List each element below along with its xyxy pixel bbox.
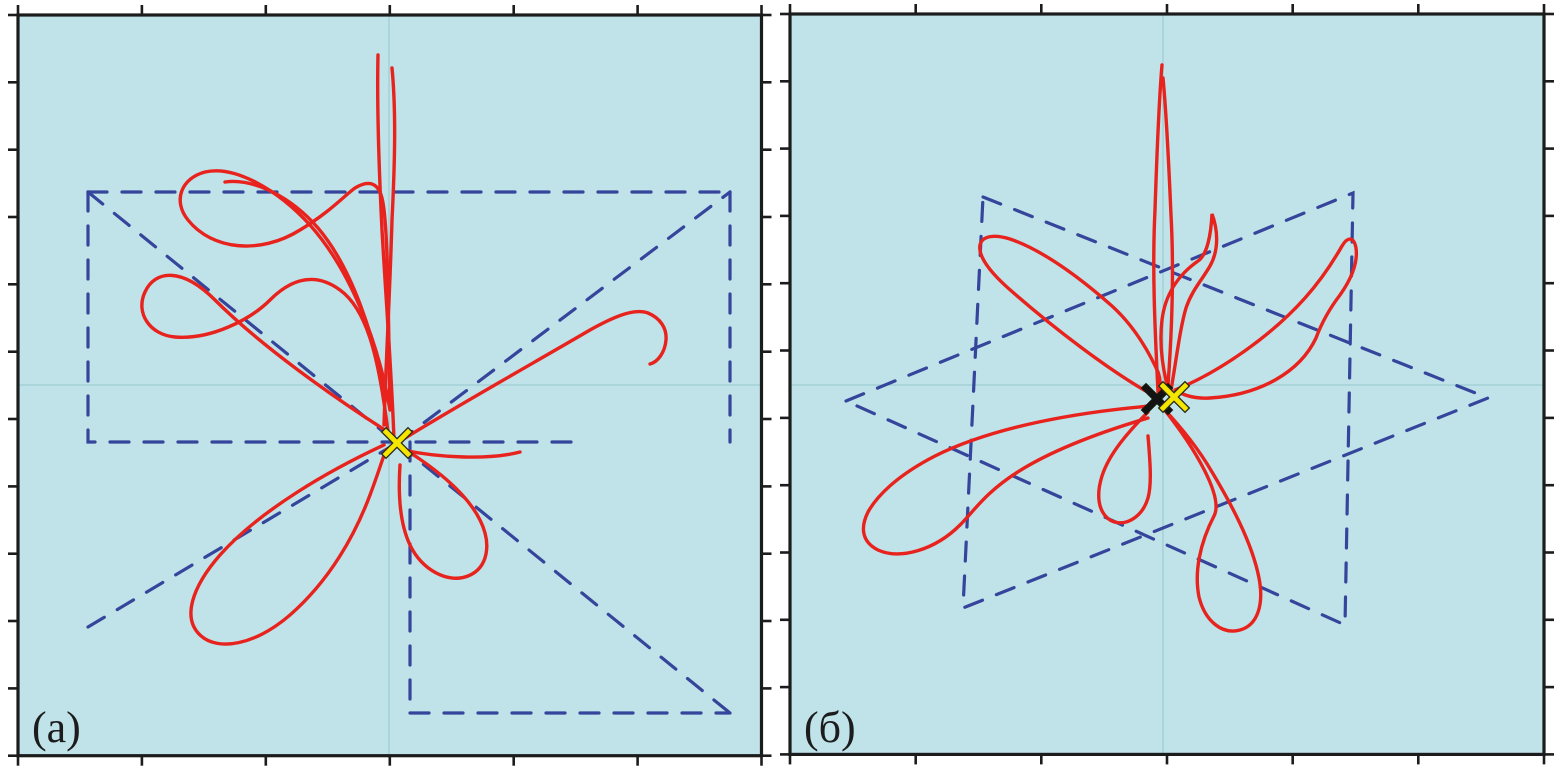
svg-text:(a): (a) [32,703,81,752]
svg-text:(б): (б) [804,703,856,752]
